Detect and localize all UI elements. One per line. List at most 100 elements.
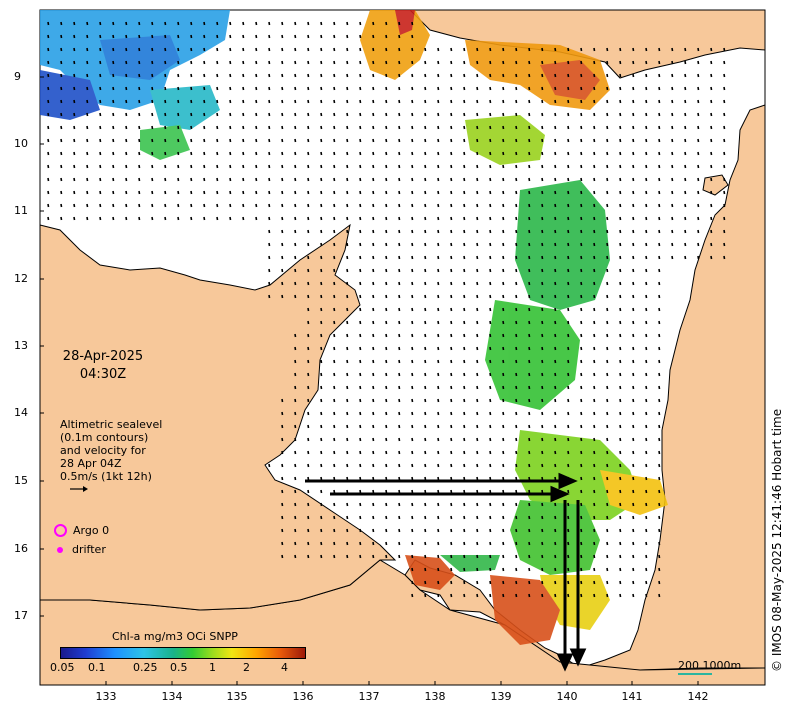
velocity-arrow xyxy=(424,346,427,351)
argo-ring-icon xyxy=(54,524,67,537)
velocity-arrow xyxy=(424,554,427,559)
velocity-arrow xyxy=(424,450,427,455)
velocity-arrow xyxy=(307,463,310,468)
velocity-arrow xyxy=(255,73,258,78)
velocity-arrow xyxy=(346,320,349,325)
velocity-arrow xyxy=(73,203,76,208)
velocity-arrow xyxy=(398,112,401,117)
velocity-arrow xyxy=(619,398,622,403)
velocity-arrow xyxy=(619,476,622,481)
velocity-arrow xyxy=(554,411,557,416)
velocity-arrow xyxy=(528,99,531,104)
velocity-arrow xyxy=(99,203,102,208)
velocity-arrow xyxy=(554,255,557,260)
velocity-arrow xyxy=(671,112,674,117)
velocity-arrow xyxy=(476,112,479,117)
velocity-arrow xyxy=(541,541,544,546)
velocity-arrow xyxy=(463,515,466,520)
velocity-arrow xyxy=(476,502,479,507)
velocity-arrow xyxy=(697,47,700,52)
velocity-arrow xyxy=(164,125,167,130)
velocity-arrow xyxy=(645,73,648,78)
velocity-arrow xyxy=(528,346,531,351)
current-streams xyxy=(305,472,587,672)
velocity-arrow xyxy=(112,99,115,104)
velocity-arrow xyxy=(398,86,401,91)
velocity-arrow xyxy=(606,229,609,234)
velocity-arrow xyxy=(320,359,323,364)
velocity-arrow xyxy=(619,73,622,78)
velocity-arrow xyxy=(619,385,622,390)
velocity-arrow xyxy=(99,190,102,195)
velocity-arrow xyxy=(437,463,440,468)
velocity-arrow xyxy=(554,346,557,351)
velocity-arrow xyxy=(528,398,531,403)
velocity-arrow xyxy=(476,411,479,416)
velocity-arrow xyxy=(632,593,635,598)
colorbar-tick: 0.1 xyxy=(88,661,106,674)
velocity-arrow xyxy=(372,151,375,156)
velocity-arrow xyxy=(333,229,336,234)
velocity-arrow xyxy=(541,567,544,572)
velocity-arrow xyxy=(333,398,336,403)
velocity-arrow xyxy=(60,99,63,104)
velocity-arrow xyxy=(346,489,349,494)
velocity-arrow xyxy=(307,151,310,156)
velocity-arrow xyxy=(580,73,583,78)
velocity-arrow xyxy=(476,255,479,260)
velocity-arrow xyxy=(502,463,505,468)
velocity-arrow xyxy=(684,203,687,208)
velocity-arrow xyxy=(606,164,609,169)
velocity-arrow xyxy=(47,60,50,65)
velocity-arrow xyxy=(554,359,557,364)
velocity-arrow xyxy=(476,86,479,91)
velocity-arrow xyxy=(671,216,674,221)
velocity-arrow xyxy=(632,567,635,572)
velocity-arrow xyxy=(359,164,362,169)
date-stamp: 28-Apr-2025 04:30Z xyxy=(60,348,146,384)
y-tick-label: 14 xyxy=(14,406,28,419)
velocity-arrow xyxy=(697,86,700,91)
velocity-arrow xyxy=(645,125,648,130)
velocity-arrow xyxy=(73,86,76,91)
velocity-arrow xyxy=(60,151,63,156)
velocity-arrow xyxy=(229,125,232,130)
velocity-arrow xyxy=(229,190,232,195)
velocity-arrow xyxy=(385,47,388,52)
velocity-arrow xyxy=(164,21,167,26)
velocity-arrow xyxy=(489,593,492,598)
velocity-arrow xyxy=(528,86,531,91)
velocity-arrow xyxy=(567,463,570,468)
velocity-arrow xyxy=(73,216,76,221)
velocity-arrow xyxy=(281,424,284,429)
velocity-arrow xyxy=(385,424,388,429)
velocity-arrow xyxy=(437,424,440,429)
velocity-arrow xyxy=(372,190,375,195)
velocity-arrow xyxy=(658,203,661,208)
velocity-arrow xyxy=(567,554,570,559)
velocity-arrow xyxy=(645,112,648,117)
velocity-arrow xyxy=(216,34,219,39)
velocity-arrow xyxy=(307,515,310,520)
velocity-arrow xyxy=(372,359,375,364)
velocity-arrow xyxy=(554,567,557,572)
velocity-arrow xyxy=(619,112,622,117)
velocity-arrow xyxy=(697,255,700,260)
velocity-arrow xyxy=(515,73,518,78)
velocity-arrow xyxy=(359,463,362,468)
velocity-arrow xyxy=(450,86,453,91)
velocity-arrow xyxy=(398,411,401,416)
velocity-arrow xyxy=(606,489,609,494)
velocity-arrow xyxy=(489,86,492,91)
velocity-arrow xyxy=(567,593,570,598)
y-tick-label: 11 xyxy=(14,204,28,217)
altimetry-line-2: (0.1m contours) xyxy=(60,431,149,444)
velocity-arrow xyxy=(684,216,687,221)
velocity-arrow xyxy=(710,99,713,104)
velocity-arrow xyxy=(632,216,635,221)
velocity-arrow xyxy=(385,346,388,351)
velocity-arrow xyxy=(216,47,219,52)
velocity-arrow xyxy=(489,385,492,390)
velocity-arrow xyxy=(333,385,336,390)
velocity-arrow xyxy=(697,138,700,143)
